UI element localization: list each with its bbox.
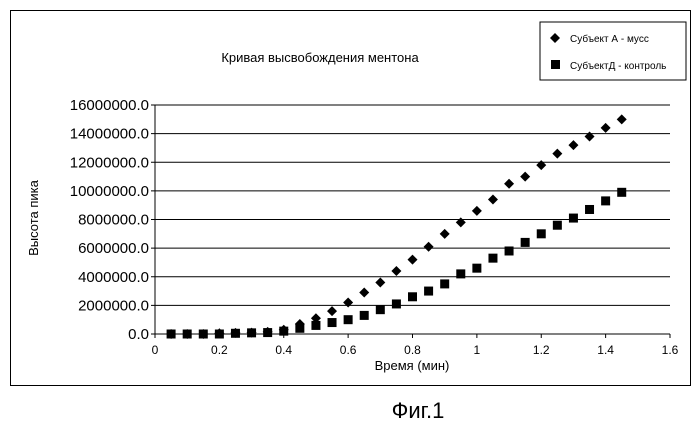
- data-point-square: [215, 330, 224, 339]
- x-tick-label: 0.2: [211, 343, 228, 357]
- data-point-square: [537, 229, 546, 238]
- data-point-square: [456, 269, 465, 278]
- data-point-square: [328, 318, 337, 327]
- data-point-diamond: [568, 140, 578, 150]
- x-tick-label: 0.8: [404, 343, 421, 357]
- data-point-square: [247, 328, 256, 337]
- data-point-square: [167, 330, 176, 339]
- data-point-square: [440, 279, 449, 288]
- data-point-square: [376, 305, 385, 314]
- data-point-square: [311, 321, 320, 330]
- x-axis-ticks: 0 0.2 0.4 0.6 0.8 1 1.2 1.4 1.6: [152, 334, 679, 357]
- x-tick-label: 0: [152, 343, 159, 357]
- data-point-diamond: [456, 217, 466, 227]
- data-point-square: [569, 214, 578, 223]
- data-point-diamond: [327, 306, 337, 316]
- data-point-square: [183, 330, 192, 339]
- data-point-diamond: [408, 255, 418, 265]
- data-point-diamond: [391, 266, 401, 276]
- data-point-square: [231, 329, 240, 338]
- legend-label-series-d: СубъектД - контроль: [570, 60, 666, 72]
- data-point-diamond: [488, 194, 498, 204]
- data-point-diamond: [359, 287, 369, 297]
- data-point-square: [360, 311, 369, 320]
- x-tick-label: 1: [474, 343, 481, 357]
- data-point-square: [553, 221, 562, 230]
- legend-label-series-a: Субъект А - мусс: [570, 33, 649, 45]
- y-tick-label: 2000000.0: [78, 297, 149, 314]
- y-tick-label: 12000000.0: [70, 154, 149, 171]
- data-point-square: [585, 205, 594, 214]
- data-point-square: [344, 315, 353, 324]
- legend-marker-square: [551, 60, 560, 69]
- x-tick-label: 0.6: [340, 343, 357, 357]
- x-tick-label: 1.2: [533, 343, 550, 357]
- y-tick-label: 14000000.0: [70, 126, 149, 143]
- data-point-diamond: [585, 131, 595, 141]
- legend: Субъект А - мусс СубъектД - контроль: [540, 22, 686, 80]
- data-point-square: [601, 196, 610, 205]
- chart-title: Кривая высвобождения ментона: [221, 50, 419, 65]
- data-point-square: [472, 264, 481, 273]
- data-point-diamond: [375, 277, 385, 287]
- x-axis-label: Время (мин): [375, 358, 450, 373]
- data-point-square: [263, 328, 272, 337]
- y-tick-label: 6000000.0: [78, 240, 149, 257]
- data-point-diamond: [601, 123, 611, 133]
- data-point-square: [617, 188, 626, 197]
- data-point-square: [408, 292, 417, 301]
- data-point-square: [279, 327, 288, 336]
- data-point-square: [295, 324, 304, 333]
- y-tick-label: 10000000.0: [70, 183, 149, 200]
- y-tick-label: 8000000.0: [78, 212, 149, 229]
- x-tick-label: 1.6: [662, 343, 679, 357]
- data-point-diamond: [343, 298, 353, 308]
- y-tick-label: 0.0: [128, 326, 149, 343]
- x-tick-label: 1.4: [597, 343, 614, 357]
- y-tick-label: 4000000.0: [78, 269, 149, 286]
- data-point-diamond: [440, 229, 450, 239]
- y-tick-label: 16000000.0: [70, 97, 149, 114]
- figure-caption: Фиг.1: [392, 398, 445, 423]
- data-point-diamond: [504, 179, 514, 189]
- data-point-square: [392, 299, 401, 308]
- data-point-diamond: [536, 160, 546, 170]
- y-axis-label: Высота пика: [26, 179, 41, 256]
- data-point-square: [488, 254, 497, 263]
- x-tick-label: 0.4: [275, 343, 292, 357]
- data-point-square: [424, 287, 433, 296]
- data-point-square: [521, 238, 530, 247]
- data-point-diamond: [520, 172, 530, 182]
- data-point-diamond: [617, 114, 627, 124]
- data-point-diamond: [424, 242, 434, 252]
- data-point-diamond: [472, 206, 482, 216]
- y-axis-ticks: 0.0 2000000.0 4000000.0 6000000.0 8000000.0 1…: [70, 97, 155, 343]
- data-point-square: [505, 246, 514, 255]
- data-point-diamond: [552, 149, 562, 159]
- data-point-square: [199, 330, 208, 339]
